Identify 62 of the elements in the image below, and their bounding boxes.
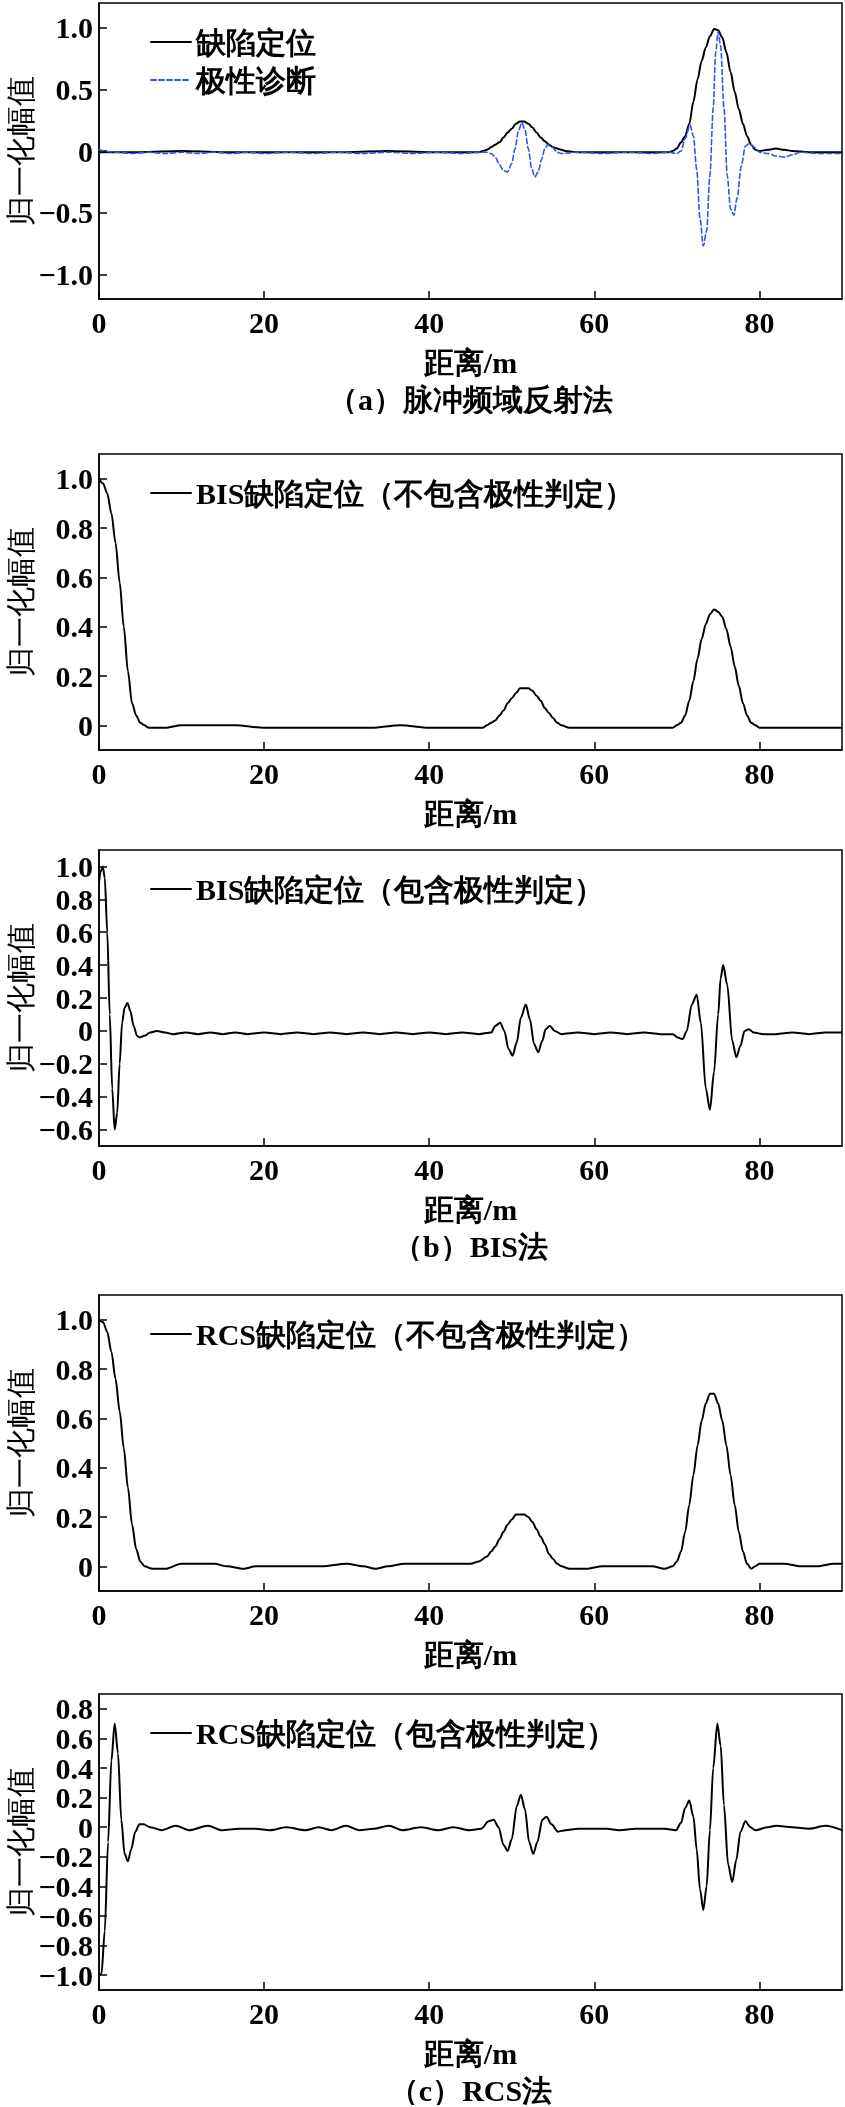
x-tick-label: 60 bbox=[579, 1996, 610, 2030]
y-tick-label: 1.0 bbox=[55, 11, 93, 45]
x-tick-label: 40 bbox=[414, 756, 445, 790]
x-tick-label: 60 bbox=[579, 305, 610, 339]
x-tick-label: 60 bbox=[579, 1597, 610, 1631]
legend-label: BIS缺陷定位（不包含极性判定） bbox=[196, 476, 635, 510]
x-tick-label: 60 bbox=[579, 1152, 610, 1186]
y-axis-title: 归一化幅值 bbox=[3, 1368, 37, 1518]
y-tick-label: −0.2 bbox=[38, 1047, 93, 1081]
x-tick-label: 20 bbox=[249, 1597, 280, 1631]
x-tick-label: 80 bbox=[744, 305, 775, 339]
y-tick-label: 0.5 bbox=[55, 72, 93, 106]
y-tick-label: 0.6 bbox=[55, 1401, 93, 1435]
x-axis-title: 距离/m bbox=[422, 1637, 518, 1671]
y-tick-label: 0.8 bbox=[55, 511, 93, 545]
x-tick-label: 40 bbox=[414, 1996, 445, 2030]
x-axis-title: 距离/m bbox=[422, 1192, 518, 1226]
y-tick-label: −0.5 bbox=[38, 196, 93, 230]
y-tick-label: 0.2 bbox=[55, 659, 93, 693]
x-tick-label: 80 bbox=[744, 1597, 775, 1631]
y-tick-label: 0.2 bbox=[55, 981, 93, 1015]
y-tick-label: 0.6 bbox=[55, 560, 93, 594]
y-tick-label: 0 bbox=[78, 708, 93, 742]
x-tick-label: 40 bbox=[414, 1597, 445, 1631]
y-tick-label: 1.0 bbox=[55, 849, 93, 883]
y-tick-label: −0.4 bbox=[38, 1080, 93, 1114]
y-axis-title: 归一化幅值 bbox=[3, 1767, 37, 1917]
y-tick-label: 0.4 bbox=[55, 610, 93, 644]
y-tick-label: 0.8 bbox=[55, 1352, 93, 1386]
y-tick-label: 0 bbox=[78, 1014, 93, 1048]
x-tick-label: 80 bbox=[744, 1996, 775, 2030]
x-tick-label: 80 bbox=[744, 1152, 775, 1186]
y-tick-label: 1.0 bbox=[55, 1303, 93, 1337]
y-tick-label: 0 bbox=[78, 134, 93, 168]
x-tick-label: 20 bbox=[249, 1996, 280, 2030]
y-tick-label: 0.8 bbox=[55, 882, 93, 916]
x-axis-title: 距离/m bbox=[422, 796, 518, 830]
y-tick-label: 0.6 bbox=[55, 915, 93, 949]
legend-label: RCS缺陷定位（不包含极性判定） bbox=[196, 1317, 647, 1351]
y-tick-label: 0 bbox=[78, 1549, 93, 1583]
y-tick-label: 1.0 bbox=[55, 462, 93, 496]
y-tick-label: 0.4 bbox=[55, 948, 93, 982]
y-tick-label: 0.4 bbox=[55, 1451, 93, 1485]
y-axis-title: 归一化幅值 bbox=[3, 76, 37, 226]
legend-label: RCS缺陷定位（包含极性判定） bbox=[196, 1716, 617, 1750]
x-tick-label: 20 bbox=[249, 305, 280, 339]
y-axis-title: 归一化幅值 bbox=[3, 923, 37, 1073]
y-tick-label: −1.0 bbox=[38, 257, 93, 291]
x-tick-label: 20 bbox=[249, 1152, 280, 1186]
x-axis-title: 距离/m bbox=[422, 2036, 518, 2070]
x-tick-label: 20 bbox=[249, 756, 280, 790]
x-tick-label: 40 bbox=[414, 305, 445, 339]
x-tick-label: 60 bbox=[579, 756, 610, 790]
legend-label: 缺陷定位 bbox=[195, 25, 316, 59]
legend-label: BIS缺陷定位（包含极性判定） bbox=[196, 872, 605, 906]
x-tick-label: 80 bbox=[744, 756, 775, 790]
x-axis-title: 距离/m bbox=[422, 345, 518, 379]
x-tick-label: 40 bbox=[414, 1152, 445, 1186]
legend-label: 极性诊断 bbox=[195, 63, 316, 97]
y-tick-label: −0.6 bbox=[38, 1113, 93, 1147]
y-axis-title: 归一化幅值 bbox=[3, 527, 37, 677]
y-tick-label: 0.2 bbox=[55, 1500, 93, 1534]
